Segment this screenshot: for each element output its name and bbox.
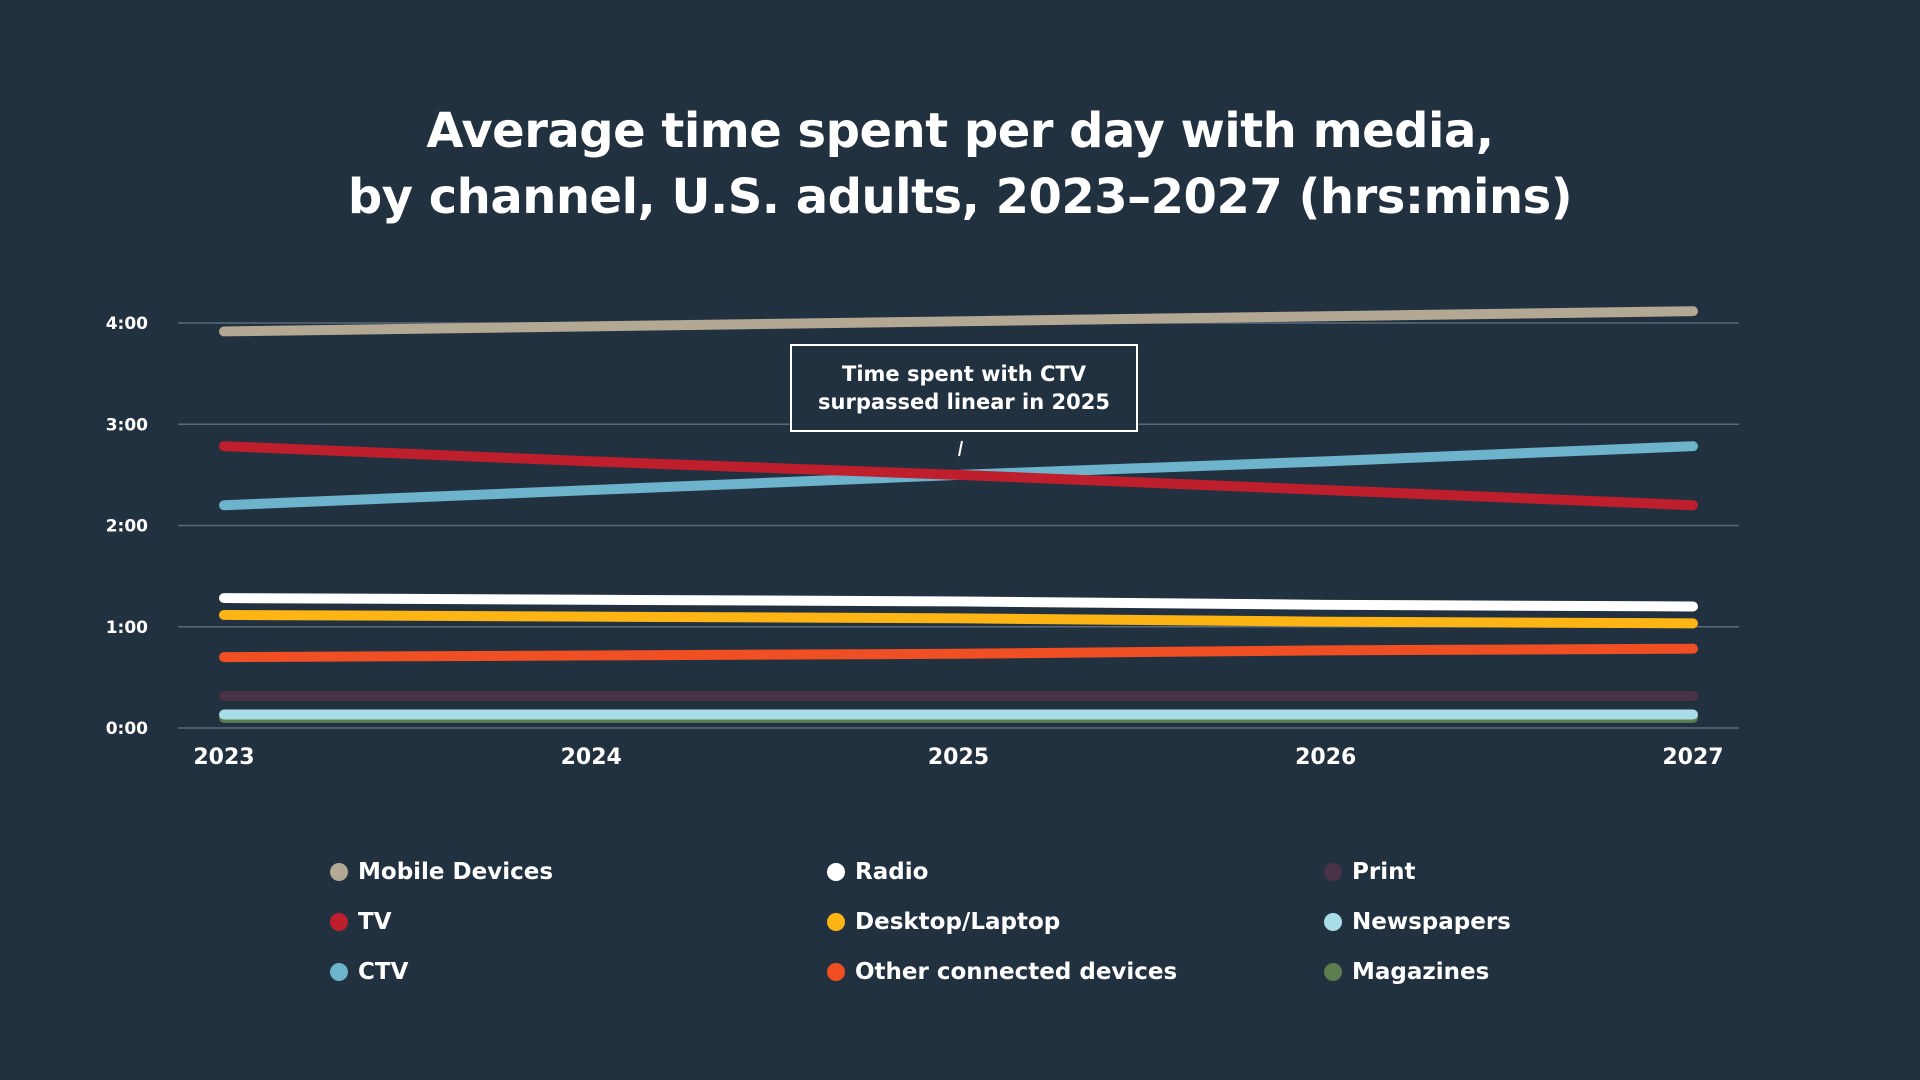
x-tick-label: 2026: [1295, 745, 1356, 770]
title-line-1: Average time spent per day with media,: [426, 103, 1494, 159]
legend-label: Mobile Devices: [358, 859, 554, 885]
legend-label: Other connected devices: [855, 959, 1178, 985]
legend-item: Radio: [827, 858, 1324, 886]
annotation-line-2: surpassed linear in 2025: [818, 390, 1110, 414]
x-tick-label: 2027: [1662, 745, 1723, 770]
legend-label: Radio: [855, 859, 929, 885]
series-line-desktop-laptop: [219, 609, 1698, 629]
series-line-other-connected-devices: [219, 643, 1698, 663]
legend-item: Other connected devices: [827, 958, 1324, 986]
legend-swatch: [827, 863, 845, 881]
legend-label: Desktop/Laptop: [855, 909, 1061, 935]
legend-item: CTV: [330, 958, 827, 986]
annotation-box: Time spent with CTV surpassed linear in …: [790, 344, 1138, 432]
legend-swatch: [1324, 963, 1342, 981]
legend-swatch: [827, 963, 845, 981]
legend-swatch: [330, 913, 348, 931]
legend-swatch: [330, 963, 348, 981]
legend: Mobile Devices Radio Print TV Desktop/Laptop…: [330, 858, 1630, 986]
legend-swatch: [1324, 863, 1342, 881]
x-tick-label: 2024: [561, 745, 622, 770]
series-line-tv: [219, 441, 1698, 511]
legend-label: TV: [358, 909, 392, 935]
legend-label: Print: [1352, 859, 1416, 885]
legend-item: Print: [1324, 858, 1624, 886]
legend-item: Magazines: [1324, 958, 1624, 986]
title-line-2: by channel, U.S. adults, 2023–2027 (hrs:…: [347, 169, 1573, 225]
legend-item: Mobile Devices: [330, 858, 827, 886]
annotation-line-1: Time spent with CTV: [842, 362, 1086, 386]
y-tick-label: 2:00: [106, 517, 148, 537]
legend-item: TV: [330, 908, 827, 936]
legend-item: Newspapers: [1324, 908, 1624, 936]
series-line-mobile-devices: [219, 306, 1698, 337]
y-tick-label: 1:00: [106, 618, 148, 638]
legend-label: Magazines: [1352, 959, 1490, 985]
legend-swatch: [1324, 913, 1342, 931]
legend-swatch: [827, 913, 845, 931]
chart-title: Average time spent per day with media, b…: [0, 98, 1920, 230]
legend-label: Newspapers: [1352, 909, 1511, 935]
series-line-radio: [219, 593, 1698, 612]
y-tick-label: 0:00: [106, 719, 148, 739]
annotation-pointer: [958, 440, 963, 457]
x-tick-label: 2023: [193, 745, 254, 770]
y-tick-label: 3:00: [106, 415, 148, 435]
legend-label: CTV: [358, 959, 409, 985]
x-tick-label: 2025: [928, 745, 989, 770]
y-tick-label: 4:00: [106, 314, 148, 334]
legend-item: Desktop/Laptop: [827, 908, 1324, 936]
legend-swatch: [330, 863, 348, 881]
